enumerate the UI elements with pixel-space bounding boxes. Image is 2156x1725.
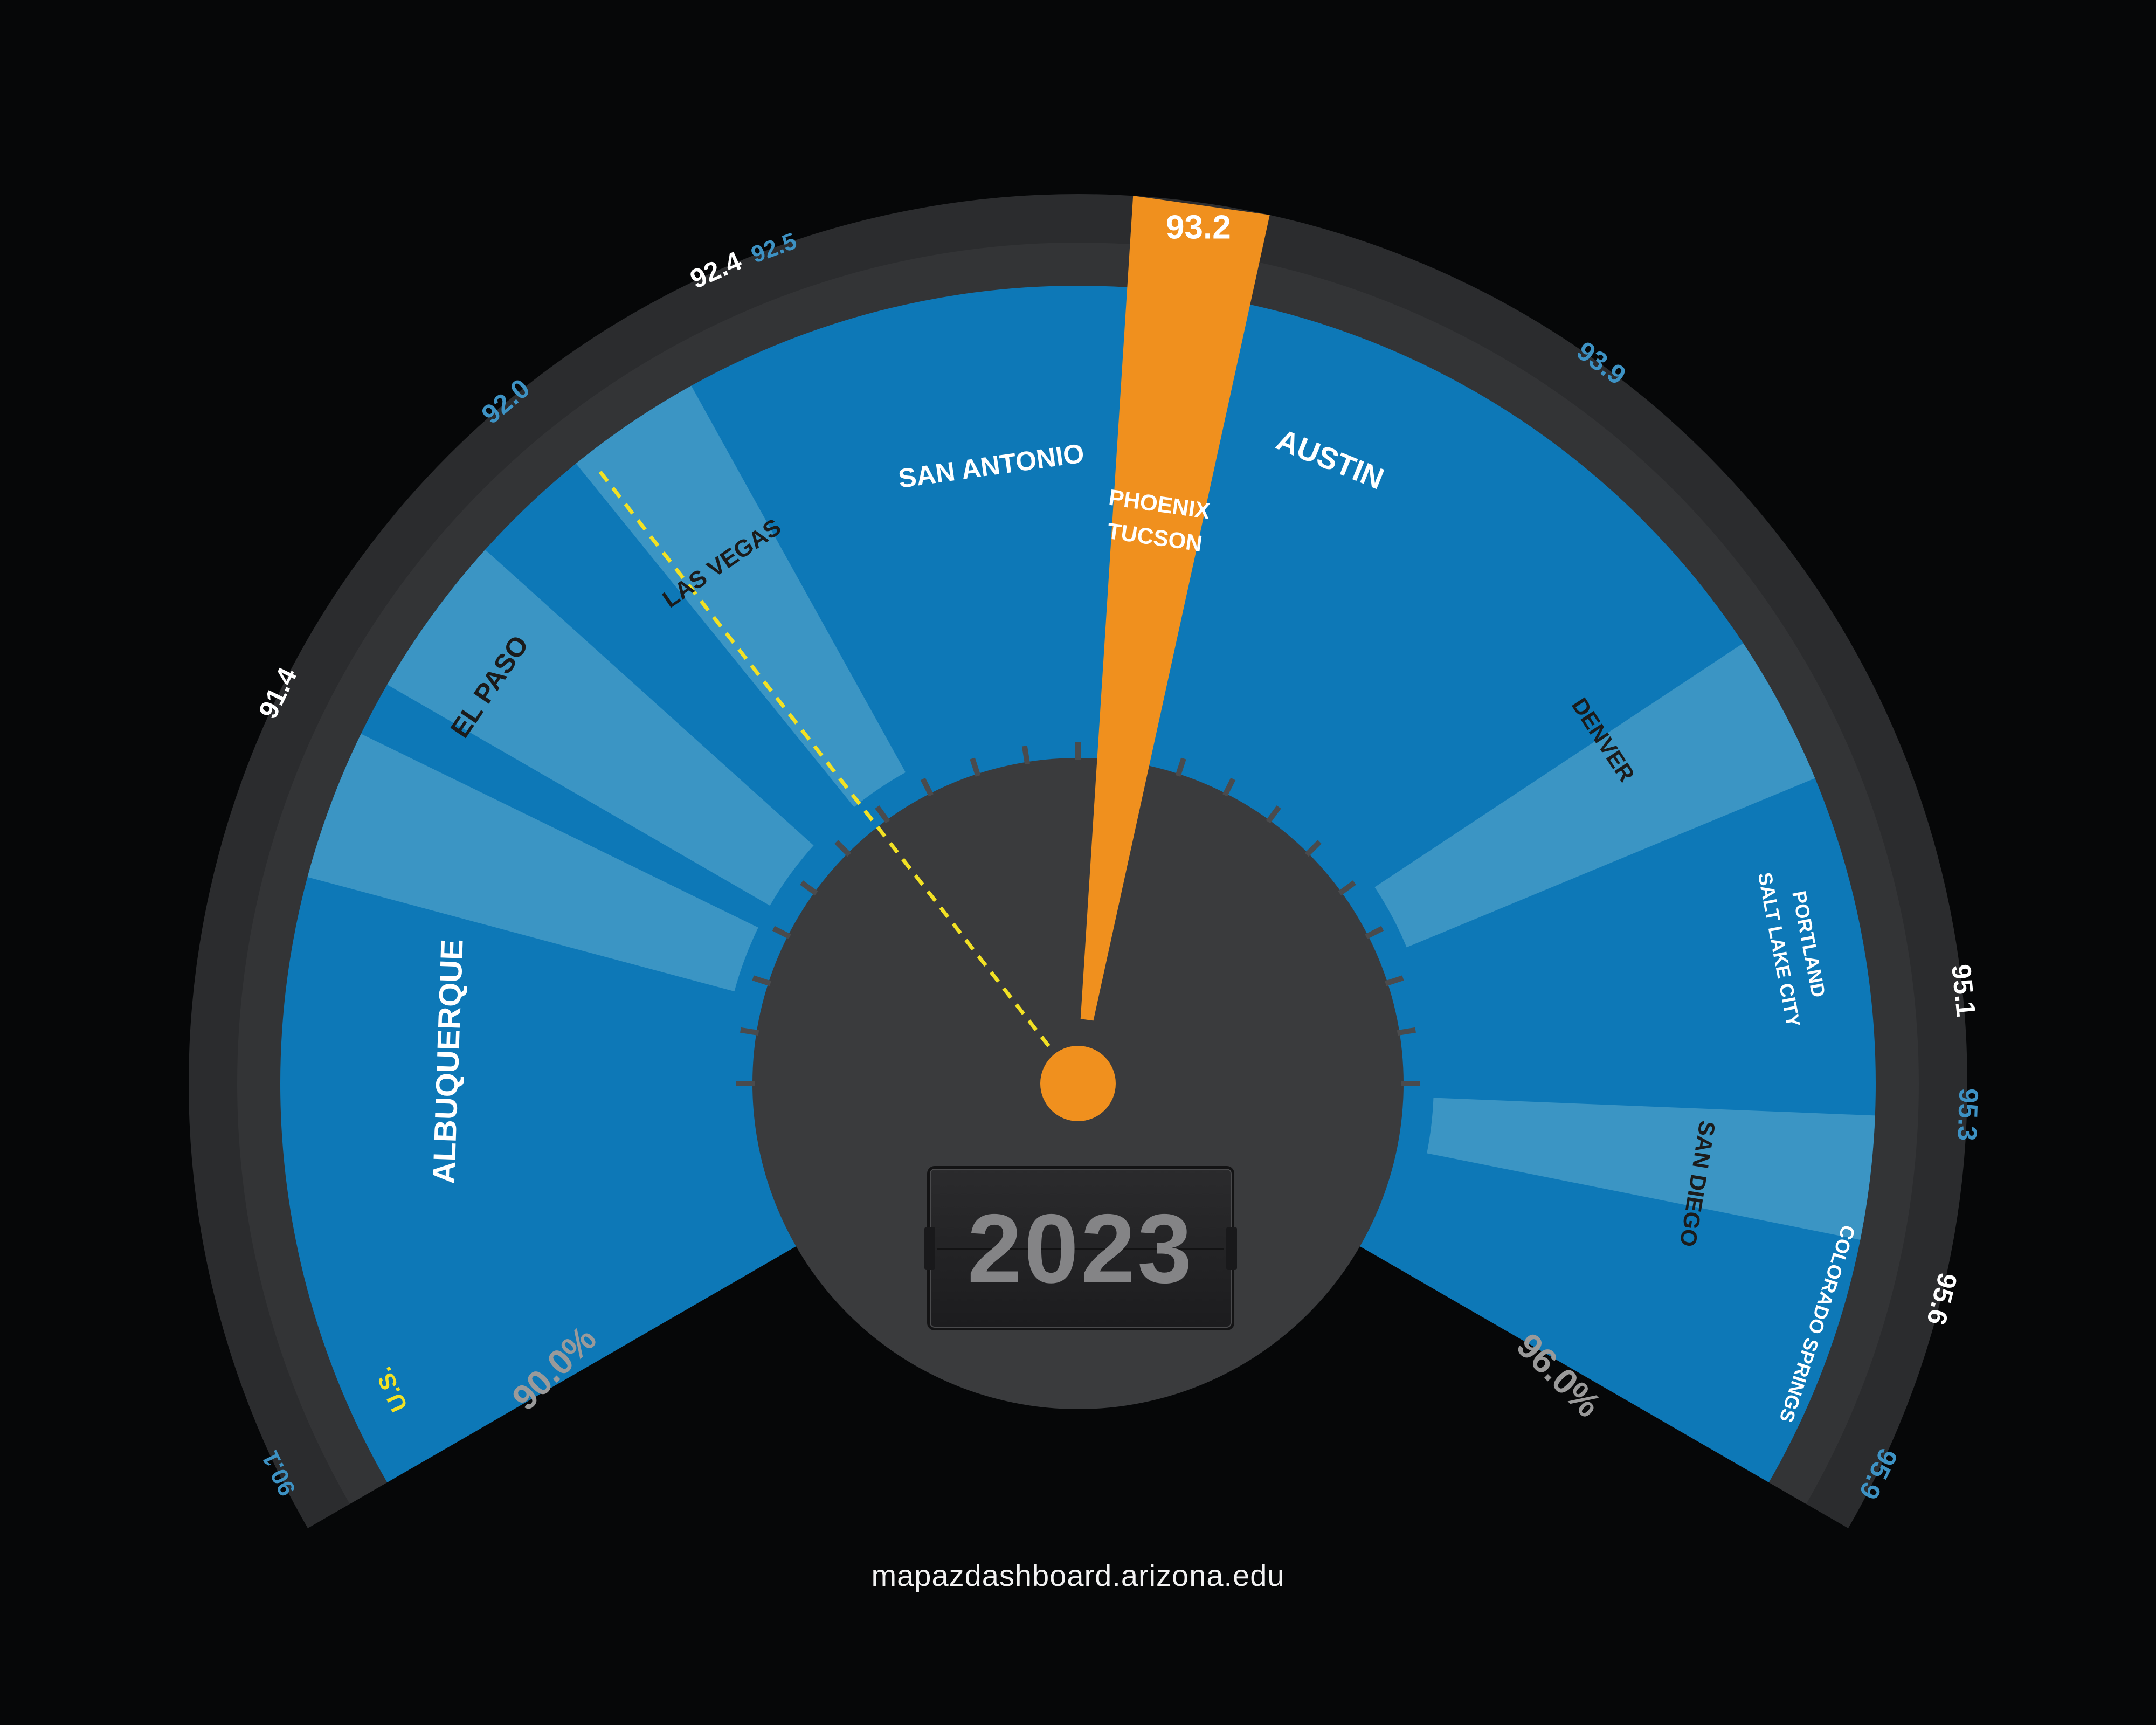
svg-text:95.3: 95.3 xyxy=(1952,1088,1984,1141)
svg-text:95.1: 95.1 xyxy=(1946,963,1981,1018)
svg-text:93.2: 93.2 xyxy=(1166,209,1231,246)
